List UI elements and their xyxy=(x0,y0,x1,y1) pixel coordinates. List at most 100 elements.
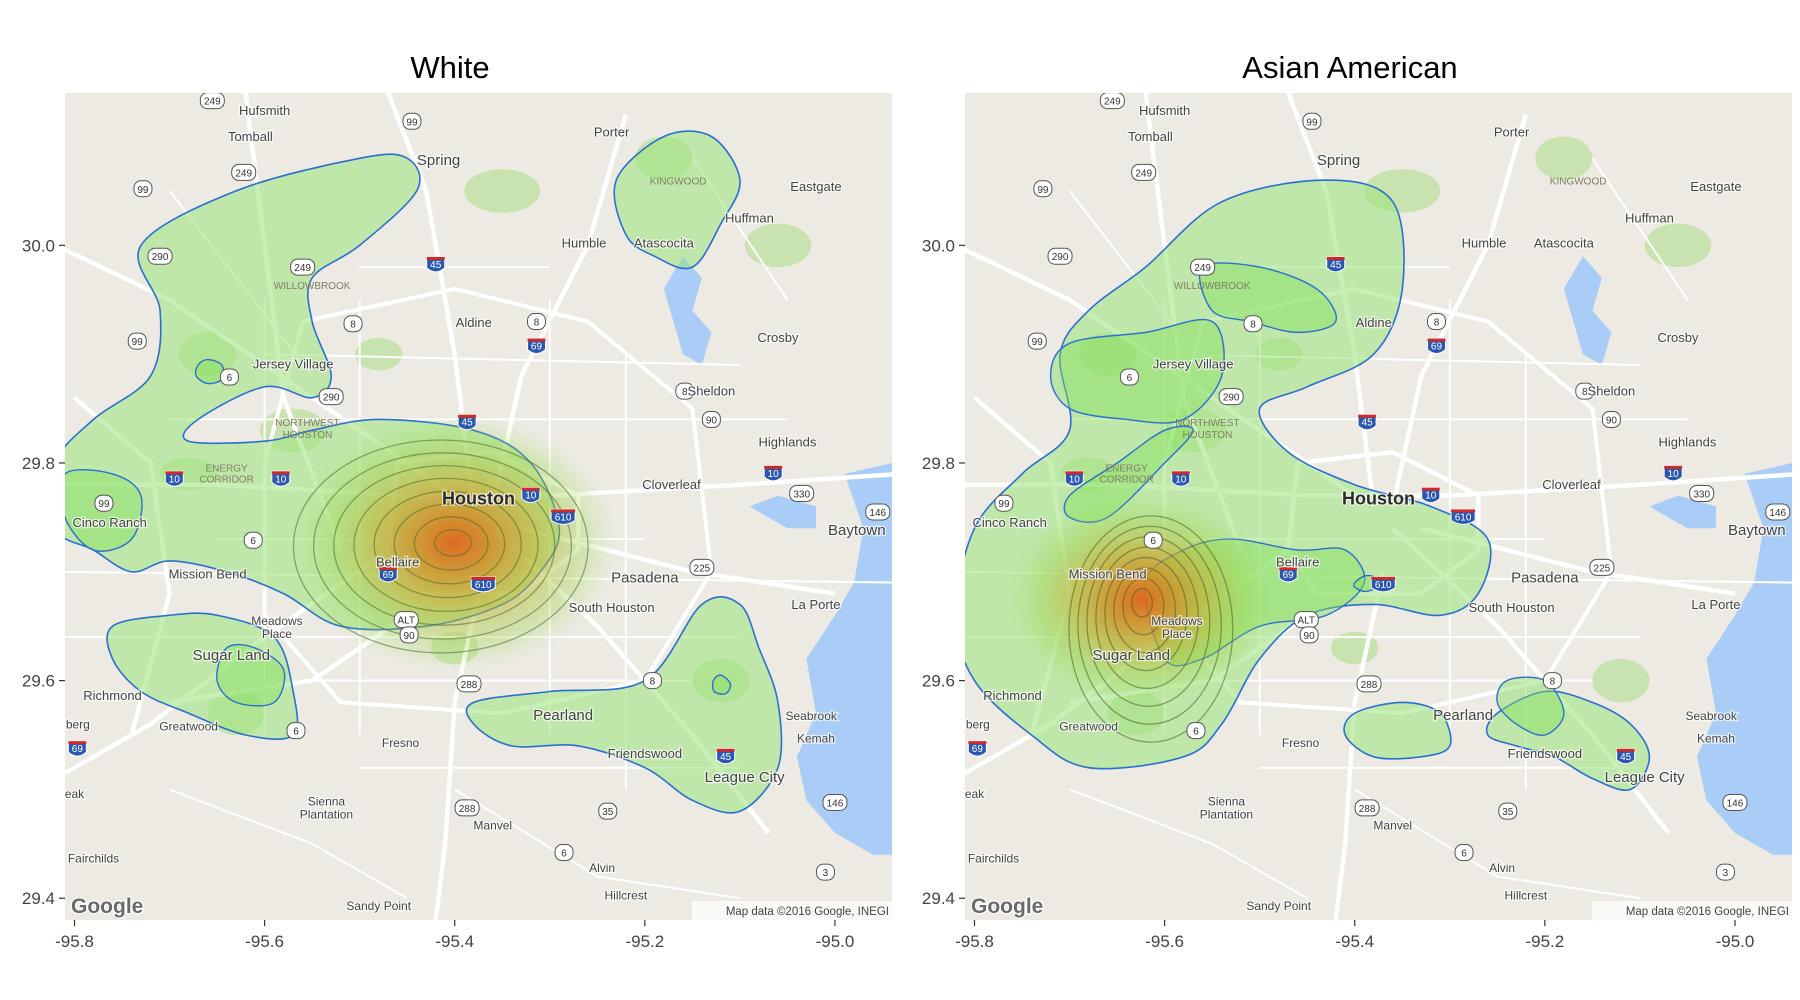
svg-text:99: 99 xyxy=(406,117,418,128)
route-shield: 99 xyxy=(133,180,153,198)
density-contour xyxy=(1485,690,1651,791)
svg-text:290: 290 xyxy=(152,252,169,263)
place-label: Friendswood xyxy=(608,746,682,761)
route-shield: 249 xyxy=(199,93,225,110)
svg-text:8: 8 xyxy=(534,318,540,329)
panel-title: White xyxy=(410,50,490,85)
route-shield: 6 xyxy=(1186,722,1206,740)
svg-text:249: 249 xyxy=(1135,168,1152,179)
svg-text:99: 99 xyxy=(1032,337,1044,348)
route-shield: 8 xyxy=(1243,315,1263,333)
place-label: Highlands xyxy=(759,435,817,450)
water-body xyxy=(796,463,892,855)
density-contour xyxy=(1049,318,1225,424)
place-label: Pearland xyxy=(533,707,593,724)
svg-text:288: 288 xyxy=(1361,680,1378,691)
route-shield: 330 xyxy=(1689,484,1715,502)
y-tick-label: 29.6 xyxy=(22,672,55,691)
svg-text:288: 288 xyxy=(459,804,476,815)
route-shield: 6 xyxy=(243,531,263,549)
place-label: Bellaire xyxy=(1276,554,1319,569)
interstate-shield: 610 xyxy=(1450,508,1476,525)
svg-text:69: 69 xyxy=(972,744,984,755)
svg-text:146: 146 xyxy=(827,798,844,809)
svg-text:10: 10 xyxy=(1425,491,1437,502)
place-label: Bellaire xyxy=(376,554,419,569)
place-label: Mission Bend xyxy=(1069,566,1147,581)
place-label: Kemah xyxy=(1697,732,1735,746)
place-label: Highlands xyxy=(1659,435,1717,450)
route-shield: 8 xyxy=(343,315,363,333)
interstate-shield: 610 xyxy=(550,508,576,525)
x-tick-label: -95.6 xyxy=(245,932,284,951)
water-body xyxy=(1563,256,1612,365)
svg-text:10: 10 xyxy=(275,474,287,485)
route-shield: 8 xyxy=(1426,313,1446,331)
svg-text:10: 10 xyxy=(1069,474,1081,485)
interstate-shield: 69 xyxy=(67,740,87,757)
density-contour xyxy=(1113,567,1176,654)
minor-road xyxy=(1354,788,1641,900)
route-shield: ALT xyxy=(1293,611,1319,629)
place-label: Humble xyxy=(562,236,607,251)
svg-text:6: 6 xyxy=(1461,849,1467,860)
svg-text:288: 288 xyxy=(461,680,478,691)
interstate-shield: 10 xyxy=(1064,470,1084,487)
place-label: eak xyxy=(965,787,985,801)
district-label: KINGWOOD xyxy=(1550,176,1607,187)
place-label: Cloverleaf xyxy=(1542,477,1601,492)
svg-text:610: 610 xyxy=(1375,580,1392,591)
district-label: CORRIDOR xyxy=(1099,475,1153,486)
density-contour xyxy=(711,674,732,695)
place-label: Tomball xyxy=(1128,129,1173,144)
route-shield: 8 xyxy=(642,672,662,690)
route-shield: 90 xyxy=(1601,410,1621,428)
park-area xyxy=(744,223,812,268)
map-attribution: Map data ©2016 Google, INEGI xyxy=(726,906,889,918)
route-shield: 99 xyxy=(1302,112,1322,130)
density-contour xyxy=(1068,515,1234,743)
park-area xyxy=(354,337,403,371)
route-shield: 6 xyxy=(1454,844,1474,862)
place-label: Sheldon xyxy=(1588,384,1636,399)
place-label: Hillcrest xyxy=(1505,888,1548,902)
place-label: Sugar Land xyxy=(193,647,271,664)
svg-text:69: 69 xyxy=(1431,342,1443,353)
place-label: League City xyxy=(1605,769,1686,786)
y-tick-label: 30.0 xyxy=(22,236,55,255)
svg-text:90: 90 xyxy=(1304,631,1316,642)
route-shield: 6 xyxy=(1119,368,1139,386)
place-label: Sugar Land xyxy=(1093,647,1171,664)
svg-text:99: 99 xyxy=(1306,117,1318,128)
y-tick-label: 29.4 xyxy=(22,889,55,908)
district-label: HOUSTON xyxy=(282,430,332,441)
x-tick-label: -95.2 xyxy=(625,932,664,951)
route-shield: 249 xyxy=(231,163,257,181)
density-contour xyxy=(393,503,506,585)
place-label: Hillcrest xyxy=(605,888,648,902)
minor-road xyxy=(264,353,740,366)
svg-text:249: 249 xyxy=(1194,263,1211,274)
route-shield: 290 xyxy=(147,247,173,265)
y-tick-label: 29.4 xyxy=(922,889,955,908)
place-label: nberg xyxy=(959,717,990,731)
place-label: Huffman xyxy=(1625,210,1674,225)
place-label: Hufsmith xyxy=(1139,103,1190,118)
route-shield: 90 xyxy=(1299,626,1319,644)
svg-text:8: 8 xyxy=(1434,318,1440,329)
district-label: ENERGY xyxy=(1105,464,1148,475)
svg-text:8: 8 xyxy=(350,320,356,331)
density-contour xyxy=(373,490,523,599)
svg-text:69: 69 xyxy=(383,570,395,581)
svg-text:146: 146 xyxy=(869,508,886,519)
place-label: Atascocita xyxy=(1534,236,1595,251)
density-contour xyxy=(413,516,489,571)
svg-text:99: 99 xyxy=(1037,185,1049,196)
district-label: ENERGY xyxy=(205,464,248,475)
place-label: Kemah xyxy=(797,732,835,746)
place-label: Hufsmith xyxy=(239,103,290,118)
svg-text:45: 45 xyxy=(1620,752,1632,763)
svg-text:610: 610 xyxy=(475,580,492,591)
density-contour xyxy=(1077,525,1222,725)
svg-text:249: 249 xyxy=(204,97,221,108)
